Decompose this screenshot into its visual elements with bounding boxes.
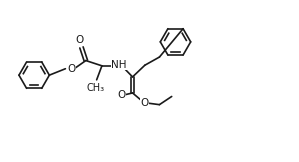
Text: O: O [117,90,126,100]
Text: O: O [68,64,76,74]
Text: NH: NH [111,60,126,70]
Text: O: O [75,35,83,45]
Text: CH₃: CH₃ [86,83,104,93]
Text: O: O [141,98,149,108]
